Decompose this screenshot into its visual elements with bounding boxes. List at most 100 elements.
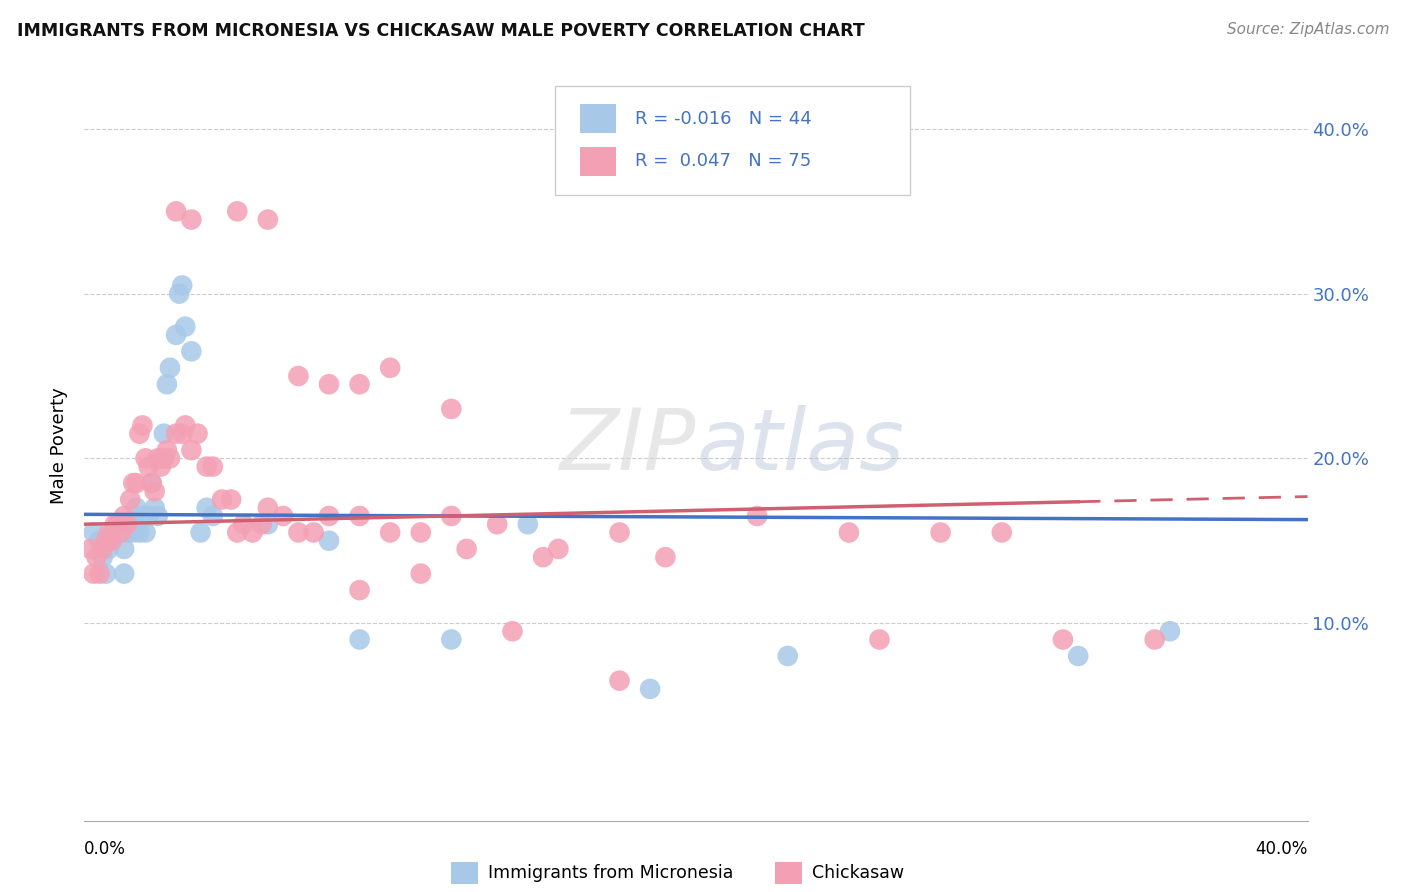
Point: [318, 533, 340, 548]
Point: [156, 377, 179, 392]
Point: [349, 377, 371, 392]
Point: [349, 508, 371, 523]
Point: [201, 459, 224, 474]
Point: [91, 550, 114, 565]
Text: atlas: atlas: [696, 404, 904, 488]
Point: [516, 517, 538, 532]
Point: [110, 517, 132, 532]
Point: [131, 418, 153, 433]
Point: [141, 476, 163, 491]
Text: 0.0%: 0.0%: [84, 840, 127, 858]
Point: [409, 566, 432, 581]
Point: [128, 525, 150, 540]
Point: [180, 344, 202, 359]
Point: [226, 204, 249, 219]
Point: [165, 204, 187, 219]
Bar: [776, 862, 803, 884]
Point: [104, 525, 127, 540]
FancyBboxPatch shape: [555, 87, 910, 195]
Point: [122, 517, 145, 532]
Point: [167, 286, 190, 301]
Text: 40.0%: 40.0%: [1256, 840, 1308, 858]
Point: [138, 459, 160, 474]
Point: [440, 508, 463, 523]
Point: [747, 508, 769, 523]
Point: [97, 525, 120, 540]
Point: [502, 624, 524, 639]
Point: [153, 451, 176, 466]
Point: [232, 517, 254, 532]
Point: [120, 492, 142, 507]
Text: Immigrants from Micronesia: Immigrants from Micronesia: [488, 864, 734, 882]
Point: [195, 500, 218, 515]
Point: [153, 426, 176, 441]
Point: [638, 681, 661, 696]
Point: [165, 327, 187, 342]
Point: [174, 319, 197, 334]
Point: [609, 525, 631, 540]
Point: [349, 632, 371, 647]
Point: [101, 533, 124, 548]
Point: [201, 508, 224, 523]
Point: [440, 401, 463, 416]
Point: [226, 525, 249, 540]
Point: [107, 517, 129, 532]
Text: R = -0.016   N = 44: R = -0.016 N = 44: [636, 110, 811, 128]
Point: [141, 476, 163, 491]
Point: [190, 525, 212, 540]
Point: [104, 517, 127, 532]
Point: [838, 525, 860, 540]
Bar: [579, 147, 616, 176]
Text: Source: ZipAtlas.com: Source: ZipAtlas.com: [1226, 22, 1389, 37]
Point: [143, 484, 166, 499]
Point: [122, 476, 145, 491]
Point: [149, 459, 172, 474]
Point: [159, 360, 181, 375]
Point: [120, 517, 142, 532]
Point: [380, 360, 402, 375]
Point: [159, 451, 181, 466]
Bar: [579, 104, 616, 133]
Point: [172, 278, 194, 293]
Point: [110, 525, 132, 540]
Point: [486, 517, 509, 532]
Point: [91, 541, 114, 556]
Point: [211, 492, 233, 507]
Point: [112, 541, 135, 556]
Point: [1143, 632, 1166, 647]
Point: [456, 541, 478, 556]
Point: [287, 369, 309, 384]
Text: Chickasaw: Chickasaw: [813, 864, 904, 882]
Point: [112, 566, 135, 581]
Point: [174, 418, 197, 433]
Point: [94, 533, 117, 548]
Point: [302, 525, 325, 540]
Point: [409, 525, 432, 540]
Point: [531, 550, 554, 565]
Point: [115, 517, 138, 532]
Point: [195, 459, 218, 474]
Point: [318, 508, 340, 523]
Point: [146, 451, 169, 466]
Point: [287, 525, 309, 540]
Point: [94, 566, 117, 581]
Point: [1159, 624, 1181, 639]
Point: [180, 212, 202, 227]
Point: [869, 632, 891, 647]
Point: [122, 525, 145, 540]
Point: [143, 500, 166, 515]
Point: [776, 648, 799, 663]
Point: [128, 426, 150, 441]
Point: [101, 525, 124, 540]
Point: [250, 517, 273, 532]
Point: [991, 525, 1014, 540]
Point: [125, 500, 148, 515]
Point: [271, 508, 294, 523]
Bar: [451, 862, 478, 884]
Point: [349, 583, 371, 598]
Point: [929, 525, 952, 540]
Point: [83, 566, 105, 581]
Point: [149, 451, 172, 466]
Y-axis label: Male Poverty: Male Poverty: [51, 388, 69, 504]
Point: [131, 508, 153, 523]
